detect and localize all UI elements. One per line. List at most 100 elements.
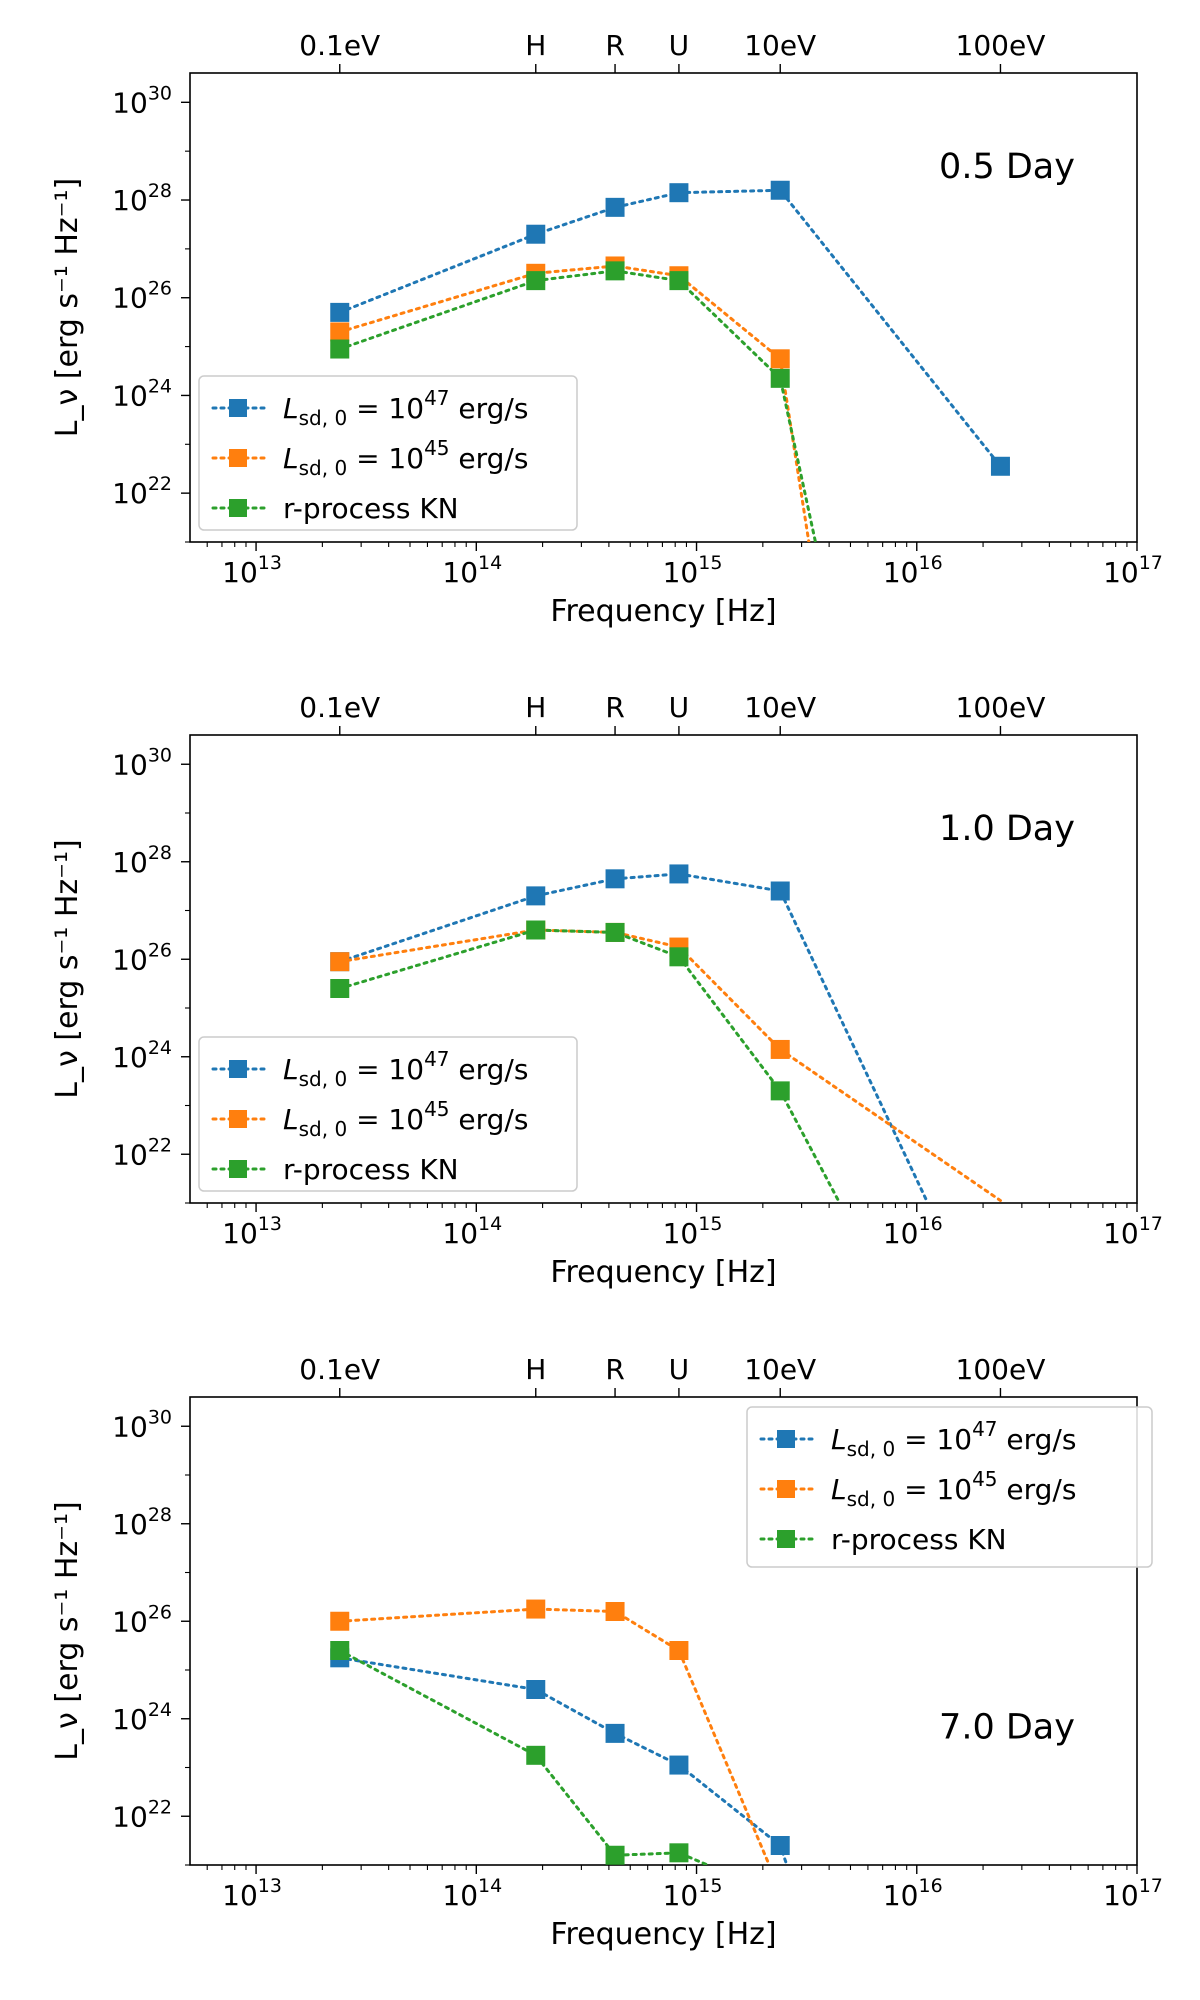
top-tick-label: R xyxy=(605,29,624,62)
legend-marker-kn xyxy=(229,499,247,517)
chart-panel-1: 1013 1014 1015 1016 1017 0.1eV H R U 10eV 100eV 102… xyxy=(50,29,1163,629)
y-tick-label: 1022 xyxy=(112,473,172,510)
series-line-kn xyxy=(338,1649,710,1865)
top-tick-label: 10eV xyxy=(744,29,816,62)
y-tick-label: 1026 xyxy=(112,278,172,315)
legend-marker-sd45 xyxy=(777,1480,795,1498)
legend-label-sd45: Lsd, 0 = 1045 erg/s xyxy=(283,1097,528,1141)
panel-annotation: 7.0 Day xyxy=(939,1707,1075,1747)
top-tick-label: 10eV xyxy=(744,1353,816,1386)
x-tick-label: 1015 xyxy=(663,1875,723,1912)
data-point-kn xyxy=(770,368,790,388)
series-line-kn xyxy=(338,269,817,542)
plot-frame xyxy=(189,734,1138,1204)
legend-marker-kn xyxy=(777,1530,795,1548)
legend-label-sd47: Lsd, 0 = 1047 erg/s xyxy=(831,1417,1076,1461)
x-tick-label: 1015 xyxy=(663,552,723,589)
data-point-kn xyxy=(526,271,546,291)
top-tick-label: 0.1eV xyxy=(299,29,380,62)
x-tick-label: 1015 xyxy=(663,1213,723,1250)
data-point-sd47 xyxy=(605,197,625,217)
top-tick-label: H xyxy=(525,1353,546,1386)
x-tick-label: 1016 xyxy=(883,1213,943,1250)
plot-frame xyxy=(189,1396,1138,1866)
data-point-kn xyxy=(330,979,350,998)
data-point-sd45 xyxy=(330,952,350,972)
data-point-sd47 xyxy=(770,1836,790,1855)
data-point-sd47 xyxy=(526,886,546,906)
top-tick-label: H xyxy=(525,691,546,724)
data-point-sd45 xyxy=(770,1039,790,1059)
y-tick-label: 1022 xyxy=(112,1796,172,1833)
top-tick-label: 100eV xyxy=(956,1353,1046,1386)
legend-box xyxy=(746,1406,1153,1568)
x-tick-label: 1013 xyxy=(222,552,282,589)
chart-panel-2: 1013 1014 1015 1016 1017 0.1eV H R U 10eV 100eV 102… xyxy=(50,691,1163,1290)
top-tick-label: 100eV xyxy=(956,29,1046,62)
x-axis-label: Frequency [Hz] xyxy=(550,594,776,629)
data-point-kn xyxy=(669,947,689,967)
data-point-kn xyxy=(330,1641,350,1660)
data-point-sd47 xyxy=(990,456,1010,476)
x-tick-label: 1017 xyxy=(1103,1875,1163,1912)
legend-label-kn: r-process KN xyxy=(831,1523,1007,1556)
top-tick-label: 100eV xyxy=(956,691,1046,724)
top-tick-label: 0.1eV xyxy=(299,691,380,724)
x-tick-label: 1017 xyxy=(1103,552,1163,589)
panel-annotation: 1.0 Day xyxy=(939,809,1075,849)
legend-marker-sd47 xyxy=(777,1430,795,1448)
top-tick-label: R xyxy=(605,691,624,724)
series-line-sd47 xyxy=(338,872,930,1203)
data-point-kn xyxy=(605,261,625,281)
legend-label-kn: r-process KN xyxy=(283,1153,459,1186)
data-point-sd47 xyxy=(330,302,350,322)
y-tick-label: 1026 xyxy=(112,939,172,976)
legend-box xyxy=(198,375,578,531)
data-point-sd45 xyxy=(669,1641,689,1660)
data-point-sd47 xyxy=(605,869,625,889)
series-line-kn xyxy=(338,928,842,1203)
y-axis-label: L_ν [erg s⁻¹ Hz⁻¹] xyxy=(50,1501,85,1760)
x-tick-label: 1014 xyxy=(442,1213,502,1250)
legend-label-sd45: Lsd, 0 = 1045 erg/s xyxy=(283,436,528,480)
legend-marker-sd45 xyxy=(229,1110,247,1128)
data-point-sd45 xyxy=(770,349,790,369)
chart-panel-3: 1013 1014 1015 1016 1017 0.1eV H R U 10eV 100eV 102… xyxy=(50,1353,1163,1952)
legend-label-sd45: Lsd, 0 = 1045 erg/s xyxy=(831,1467,1076,1511)
y-tick-label: 1024 xyxy=(112,1037,172,1074)
x-tick-label: 1016 xyxy=(883,552,943,589)
series-line-sd45 xyxy=(338,264,811,542)
series-line-sd47 xyxy=(338,1656,789,1865)
y-tick-label: 1026 xyxy=(112,1601,172,1638)
series-line-sd45 xyxy=(338,1607,771,1865)
data-point-kn xyxy=(669,271,689,291)
data-point-sd47 xyxy=(526,1680,546,1699)
data-point-sd47 xyxy=(770,881,790,901)
panel-annotation: 0.5 Day xyxy=(939,147,1075,187)
x-tick-label: 1014 xyxy=(442,1875,502,1912)
y-tick-label: 1024 xyxy=(112,375,172,412)
legend: Lsd, 0 = 1047 erg/s Lsd, 0 = 1045 erg/s r-… xyxy=(198,1036,578,1192)
data-point-kn xyxy=(330,339,350,359)
series-line-sd45 xyxy=(338,928,1002,1203)
data-point-sd45 xyxy=(330,1611,350,1631)
top-tick-label: 10eV xyxy=(744,691,816,724)
y-tick-label: 1028 xyxy=(112,1504,172,1541)
legend-box xyxy=(198,1036,578,1192)
top-tick-label: U xyxy=(669,691,690,724)
top-tick-label: R xyxy=(605,1353,624,1386)
x-axis-label: Frequency [Hz] xyxy=(550,1917,776,1952)
plot-area xyxy=(330,1599,790,1865)
data-point-sd47 xyxy=(669,183,689,203)
legend-marker-sd47 xyxy=(229,399,247,417)
data-point-sd47 xyxy=(669,1755,689,1775)
y-tick-label: 1028 xyxy=(112,842,172,879)
y-tick-label: 1030 xyxy=(112,82,172,119)
plot-area xyxy=(330,864,1002,1203)
legend-label-sd47: Lsd, 0 = 1047 erg/s xyxy=(283,386,528,430)
x-tick-label: 1016 xyxy=(883,1875,943,1912)
x-axis-label: Frequency [Hz] xyxy=(550,1255,776,1290)
data-point-sd47 xyxy=(770,180,790,200)
plot-area xyxy=(330,180,1010,542)
